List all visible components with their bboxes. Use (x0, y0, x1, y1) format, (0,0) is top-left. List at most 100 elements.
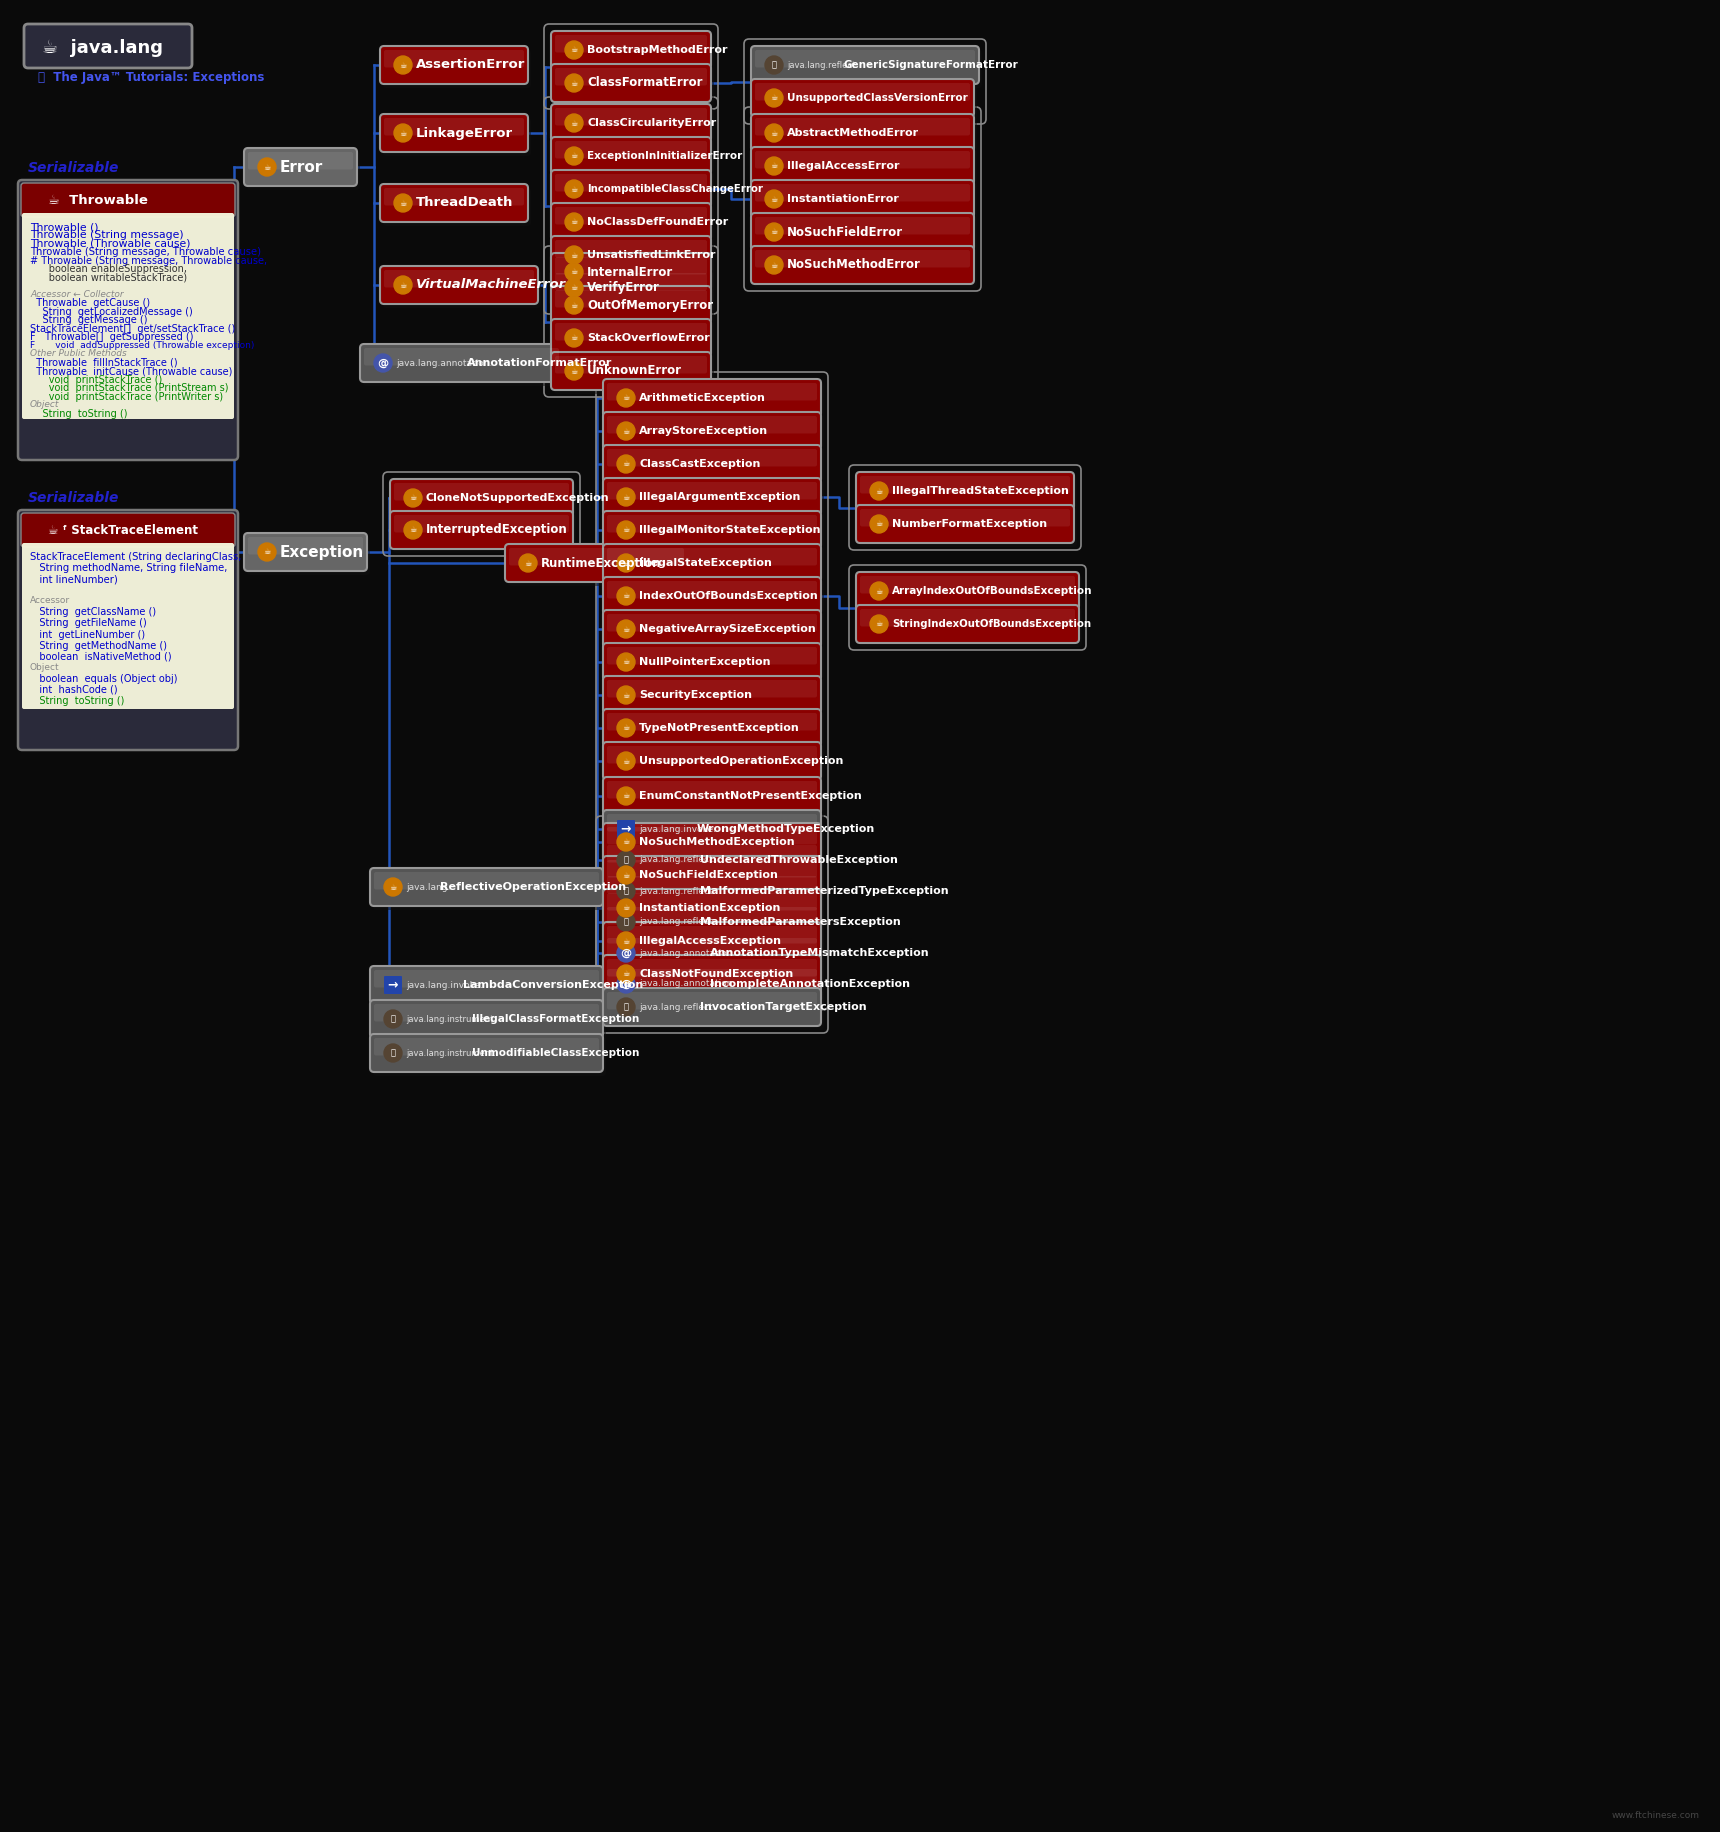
Text: ☕: ☕ (399, 280, 406, 289)
FancyBboxPatch shape (370, 965, 604, 1004)
Circle shape (617, 998, 635, 1017)
FancyBboxPatch shape (604, 841, 820, 879)
FancyBboxPatch shape (373, 1039, 605, 1075)
FancyBboxPatch shape (617, 821, 635, 837)
Text: ☕: ☕ (399, 198, 406, 207)
Text: ☕: ☕ (571, 185, 578, 194)
Text: java.lang.reflect.: java.lang.reflect. (640, 856, 716, 865)
Text: ☕: ☕ (571, 119, 578, 128)
FancyBboxPatch shape (554, 322, 714, 361)
Text: ☕  Throwable: ☕ Throwable (48, 194, 148, 207)
FancyBboxPatch shape (370, 868, 604, 907)
FancyBboxPatch shape (607, 548, 817, 566)
Text: ☕: ☕ (263, 548, 270, 557)
FancyBboxPatch shape (556, 207, 707, 225)
FancyBboxPatch shape (365, 348, 559, 366)
FancyBboxPatch shape (384, 189, 525, 205)
Text: Accessor ← Collector: Accessor ← Collector (29, 289, 124, 299)
FancyBboxPatch shape (752, 180, 974, 218)
FancyBboxPatch shape (384, 49, 531, 88)
FancyBboxPatch shape (604, 823, 820, 861)
FancyBboxPatch shape (860, 608, 1075, 627)
FancyBboxPatch shape (550, 319, 710, 357)
FancyBboxPatch shape (860, 575, 1075, 594)
FancyBboxPatch shape (605, 859, 824, 898)
Text: ☕: ☕ (263, 163, 270, 172)
Text: 🔗  The Java™ Tutorials: Exceptions: 🔗 The Java™ Tutorials: Exceptions (38, 71, 265, 84)
FancyBboxPatch shape (607, 515, 817, 533)
Text: InvocationTargetException: InvocationTargetException (700, 1002, 867, 1011)
Text: AssertionError: AssertionError (416, 59, 525, 71)
Text: IllegalAccessException: IllegalAccessException (640, 936, 781, 945)
FancyBboxPatch shape (752, 147, 974, 185)
Text: NegativeArraySizeException: NegativeArraySizeException (640, 625, 815, 634)
Circle shape (617, 881, 635, 900)
Circle shape (617, 685, 635, 703)
FancyBboxPatch shape (384, 976, 402, 995)
Text: IncompatibleClassChangeError: IncompatibleClassChangeError (587, 183, 764, 194)
Text: ☕: ☕ (623, 757, 630, 766)
Text: LinkageError: LinkageError (416, 126, 513, 139)
Text: BootstrapMethodError: BootstrapMethodError (587, 46, 728, 55)
Text: F   Throwable[]  getSuppressed (): F Throwable[] getSuppressed () (29, 332, 193, 343)
Circle shape (765, 57, 783, 73)
Circle shape (617, 751, 635, 769)
FancyBboxPatch shape (755, 183, 970, 202)
Text: ☕: ☕ (623, 394, 630, 403)
Text: java.lang.instrument.: java.lang.instrument. (406, 1015, 495, 1024)
FancyBboxPatch shape (550, 236, 710, 275)
Text: ☕: ☕ (525, 559, 531, 568)
Circle shape (384, 878, 402, 896)
Text: ClassCircularityError: ClassCircularityError (587, 117, 716, 128)
Text: # Throwable (String message, Throwable cause,: # Throwable (String message, Throwable c… (29, 256, 267, 266)
FancyBboxPatch shape (605, 925, 824, 964)
FancyBboxPatch shape (858, 575, 1082, 614)
FancyBboxPatch shape (373, 969, 599, 987)
Text: java.lang.: java.lang. (406, 883, 451, 892)
FancyBboxPatch shape (753, 117, 977, 156)
Text: →: → (387, 978, 399, 991)
FancyBboxPatch shape (605, 958, 824, 997)
FancyBboxPatch shape (390, 511, 573, 550)
Text: ☕: ☕ (571, 284, 578, 293)
Text: Throwable  fillInStackTrace (): Throwable fillInStackTrace () (29, 357, 177, 368)
FancyBboxPatch shape (607, 813, 817, 832)
Text: ☕: ☕ (623, 658, 630, 667)
FancyBboxPatch shape (605, 991, 824, 1030)
Text: java.lang.reflect.: java.lang.reflect. (640, 918, 716, 927)
Text: IllegalThreadStateException: IllegalThreadStateException (893, 485, 1068, 496)
FancyBboxPatch shape (554, 240, 714, 278)
FancyBboxPatch shape (604, 810, 820, 848)
FancyBboxPatch shape (605, 614, 824, 652)
Text: ☕: ☕ (623, 936, 630, 945)
FancyBboxPatch shape (380, 46, 528, 84)
Text: ☕: ☕ (623, 559, 630, 568)
Text: java.lang.annotation.: java.lang.annotation. (640, 949, 736, 958)
Circle shape (617, 421, 635, 440)
Text: int  hashCode (): int hashCode () (29, 685, 117, 694)
Circle shape (394, 194, 413, 213)
Text: String  toString (): String toString () (29, 696, 124, 705)
FancyBboxPatch shape (556, 108, 707, 126)
Text: boolean  isNativeMethod (): boolean isNativeMethod () (29, 652, 172, 661)
FancyBboxPatch shape (752, 79, 974, 117)
FancyBboxPatch shape (554, 355, 714, 394)
Text: UnsatisfiedLinkError: UnsatisfiedLinkError (587, 249, 716, 260)
FancyBboxPatch shape (550, 64, 710, 103)
FancyBboxPatch shape (755, 82, 970, 101)
FancyBboxPatch shape (605, 746, 824, 784)
Text: MalformedParameterizedTypeException: MalformedParameterizedTypeException (700, 887, 948, 896)
Text: int lineNumber): int lineNumber) (29, 573, 117, 584)
FancyBboxPatch shape (373, 872, 599, 890)
Text: CloneNotSupportedException: CloneNotSupportedException (427, 493, 609, 504)
FancyBboxPatch shape (384, 117, 531, 156)
FancyBboxPatch shape (506, 544, 688, 583)
FancyBboxPatch shape (550, 269, 710, 308)
FancyBboxPatch shape (604, 965, 820, 1002)
Circle shape (617, 912, 635, 931)
Text: Serializable: Serializable (28, 491, 119, 506)
Circle shape (404, 520, 421, 539)
Text: ☕: ☕ (771, 227, 777, 236)
FancyBboxPatch shape (857, 473, 1073, 509)
Text: String methodName, String fileName,: String methodName, String fileName, (29, 562, 227, 573)
